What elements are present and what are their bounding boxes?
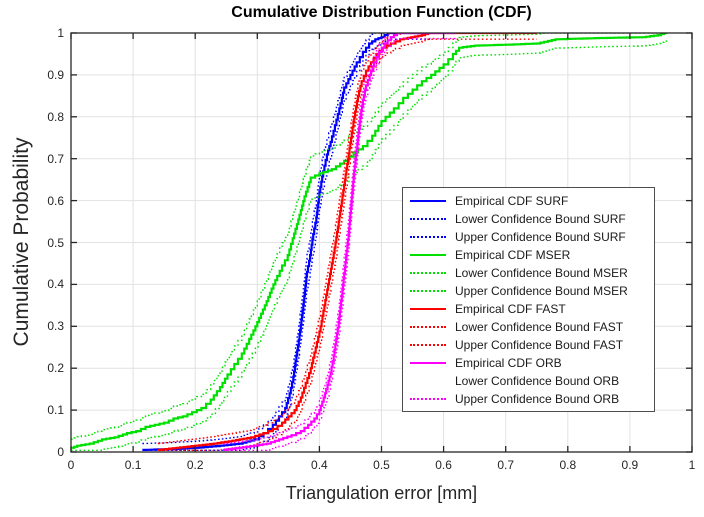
legend-label: Upper Confidence Bound ORB [455, 392, 620, 406]
legend-label: Lower Confidence Bound FAST [455, 320, 624, 334]
legend-label: Empirical CDF SURF [455, 194, 569, 208]
legend-item-empirical-cdf-surf: Empirical CDF SURF [410, 192, 654, 210]
y-tick-label: 0.8 [47, 109, 64, 124]
legend-item-empirical-cdf-fast: Empirical CDF FAST [410, 300, 654, 318]
legend-label: Empirical CDF FAST [455, 302, 566, 316]
cdf-curves [71, 33, 668, 451]
x-tick-label: 0.2 [186, 458, 204, 472]
legend-item-empirical-cdf-orb: Empirical CDF ORB [410, 354, 654, 372]
x-tick-label: 0.6 [435, 458, 452, 472]
ecdf-fast [157, 33, 537, 451]
legend-line-sample [410, 272, 446, 274]
legend-label: Lower Confidence Bound MSER [455, 266, 628, 280]
legend-item-upper-confidence-bound-orb: Upper Confidence Bound ORB [410, 390, 654, 408]
x-tick-label: 0 [67, 458, 75, 472]
legend-line-sample [410, 200, 446, 202]
x-axis-label: Triangulation error [mm] [285, 483, 478, 503]
legend-item-lower-confidence-bound-orb: Lower Confidence Bound ORB [410, 372, 654, 390]
y-tick-label: 0.6 [47, 193, 64, 208]
legend-label: Empirical CDF ORB [455, 356, 562, 370]
legend-box[interactable]: Empirical CDF SURF Lower Confidence Bound… [402, 187, 655, 412]
legend-label: Upper Confidence Bound MSER [455, 284, 628, 298]
x-tick-label: 0.1 [124, 458, 142, 472]
legend-item-upper-confidence-bound-fast: Upper Confidence Bound FAST [410, 336, 654, 354]
upper-bound-surf [142, 33, 432, 445]
y-tick-label: 0.4 [47, 277, 64, 292]
chart-title: Cumulative Distribution Function (CDF) [231, 4, 532, 21]
tick-marks [70, 32, 693, 453]
y-tick-label: 0.3 [47, 319, 64, 334]
legend-label: Empirical CDF MSER [455, 248, 571, 262]
legend-line-sample [410, 326, 446, 328]
lower-bound-orb [223, 37, 456, 451]
x-tick-label: 1 [688, 458, 696, 472]
legend-line-sample [410, 398, 446, 400]
x-tick-label: 0.5 [373, 458, 390, 472]
legend-line-sample [410, 218, 446, 220]
legend-label: Lower Confidence Bound SURF [455, 212, 626, 226]
legend-item-upper-confidence-bound-mser: Upper Confidence Bound MSER [410, 282, 654, 300]
legend-label: Upper Confidence Bound SURF [455, 230, 626, 244]
legend-label: Lower Confidence Bound ORB [455, 374, 620, 388]
legend-line-sample [410, 344, 446, 346]
upper-bound-fast [157, 33, 537, 445]
lower-bound-fast [157, 38, 537, 451]
legend-item-lower-confidence-bound-surf: Lower Confidence Bound SURF [410, 210, 654, 228]
legend-label: Upper Confidence Bound FAST [455, 338, 624, 352]
ecdf-surf [142, 33, 432, 451]
y-tick-label: 1 [57, 26, 64, 40]
legend-line-sample [410, 236, 446, 238]
legend-item-empirical-cdf-mser: Empirical CDF MSER [410, 246, 654, 264]
x-tick-label: 0.3 [248, 458, 266, 472]
legend-item-lower-confidence-bound-mser: Lower Confidence Bound MSER [410, 264, 654, 282]
x-tick-label: 0.7 [497, 458, 515, 472]
legend-line-sample [410, 380, 446, 382]
y-tick-label: 0.9 [47, 67, 64, 82]
upper-bound-mser [71, 33, 668, 440]
ecdf-orb [223, 33, 456, 451]
legend-item-lower-confidence-bound-fast: Lower Confidence Bound FAST [410, 318, 654, 336]
legend-line-sample [410, 308, 446, 310]
x-tick-label: 0.9 [621, 458, 639, 472]
y-tick-label: 0 [57, 445, 64, 459]
legend-line-sample [410, 254, 446, 256]
y-tick-label: 0.2 [47, 361, 64, 376]
legend-line-sample [410, 290, 446, 292]
x-tick-label: 0.8 [559, 458, 577, 472]
lower-bound-surf [142, 38, 432, 451]
legend-line-sample [410, 362, 446, 364]
legend-item-upper-confidence-bound-surf: Upper Confidence Bound SURF [410, 228, 654, 246]
ecdf-mser [71, 33, 668, 449]
y-tick-label: 0.7 [47, 151, 64, 166]
y-tick-label: 0.1 [47, 403, 64, 418]
y-tick-label: 0.5 [47, 235, 64, 250]
x-tick-label: 0.4 [311, 458, 328, 472]
